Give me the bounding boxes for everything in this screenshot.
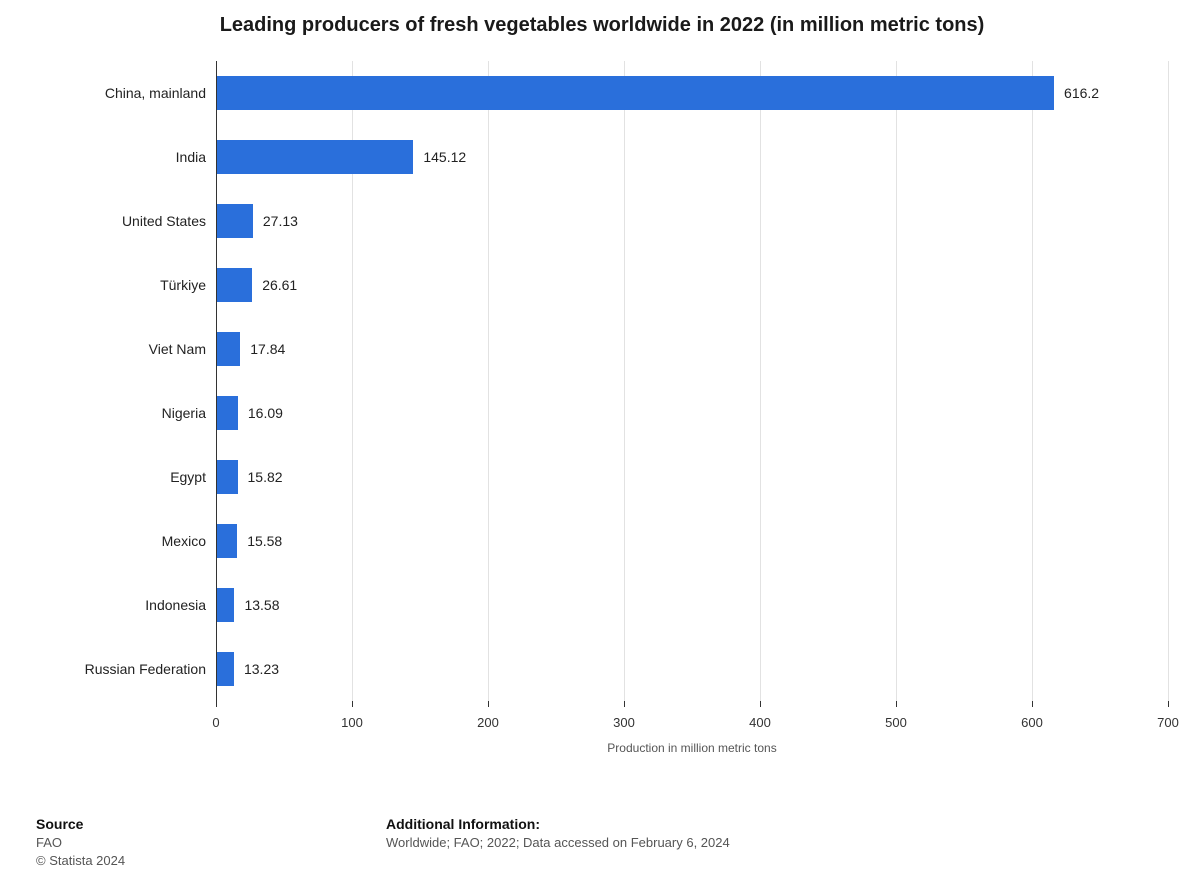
x-tick-mark bbox=[1168, 701, 1169, 707]
y-axis-category-label: Russian Federation bbox=[20, 661, 206, 677]
x-labels-layer: 0100200300400500600700 bbox=[216, 61, 1168, 701]
x-tick-label: 200 bbox=[477, 715, 499, 730]
y-axis-category-label: China, mainland bbox=[20, 85, 206, 101]
x-tick-label: 600 bbox=[1021, 715, 1043, 730]
y-axis-category-label: Egypt bbox=[20, 469, 206, 485]
footer-source-heading: Source bbox=[36, 816, 125, 832]
y-axis-category-label: Türkiye bbox=[20, 277, 206, 293]
x-tick-mark bbox=[624, 701, 625, 707]
x-tick-mark bbox=[488, 701, 489, 707]
y-axis-category-label: Mexico bbox=[20, 533, 206, 549]
y-axis-category-label: Indonesia bbox=[20, 597, 206, 613]
y-axis-category-label: Viet Nam bbox=[20, 341, 206, 357]
chart-title: Leading producers of fresh vegetables wo… bbox=[0, 0, 1204, 43]
x-tick-label: 500 bbox=[885, 715, 907, 730]
footer-source-block: Source FAO© Statista 2024 bbox=[36, 816, 125, 869]
footer-info-block: Additional Information: Worldwide; FAO; … bbox=[386, 816, 730, 852]
chart-container: China, mainland India United States Türkiye… bbox=[20, 53, 1184, 693]
plot-area: China, mainlandIndiaUnited StatesTürkiye… bbox=[216, 61, 1168, 701]
chart-footer: Source FAO© Statista 2024 Additional Inf… bbox=[36, 816, 1168, 876]
x-tick-mark bbox=[760, 701, 761, 707]
x-axis-title: Production in million metric tons bbox=[216, 741, 1168, 755]
x-tick-label: 700 bbox=[1157, 715, 1179, 730]
x-tick-label: 0 bbox=[212, 715, 219, 730]
y-axis-category-label: Nigeria bbox=[20, 405, 206, 421]
y-axis-category-label: United States bbox=[20, 213, 206, 229]
x-tick-mark bbox=[216, 701, 217, 707]
x-tick-mark bbox=[1032, 701, 1033, 707]
chart-page: Leading producers of fresh vegetables wo… bbox=[0, 0, 1204, 894]
x-tick-mark bbox=[896, 701, 897, 707]
footer-info-line: Worldwide; FAO; 2022; Data accessed on F… bbox=[386, 834, 730, 852]
gridline bbox=[1168, 61, 1169, 701]
y-axis-category-label: India bbox=[20, 149, 206, 165]
footer-source-line: FAO bbox=[36, 834, 125, 852]
x-tick-label: 100 bbox=[341, 715, 363, 730]
x-tick-mark bbox=[352, 701, 353, 707]
footer-source-line: © Statista 2024 bbox=[36, 852, 125, 870]
footer-info-heading: Additional Information: bbox=[386, 816, 730, 832]
x-tick-label: 300 bbox=[613, 715, 635, 730]
x-tick-label: 400 bbox=[749, 715, 771, 730]
